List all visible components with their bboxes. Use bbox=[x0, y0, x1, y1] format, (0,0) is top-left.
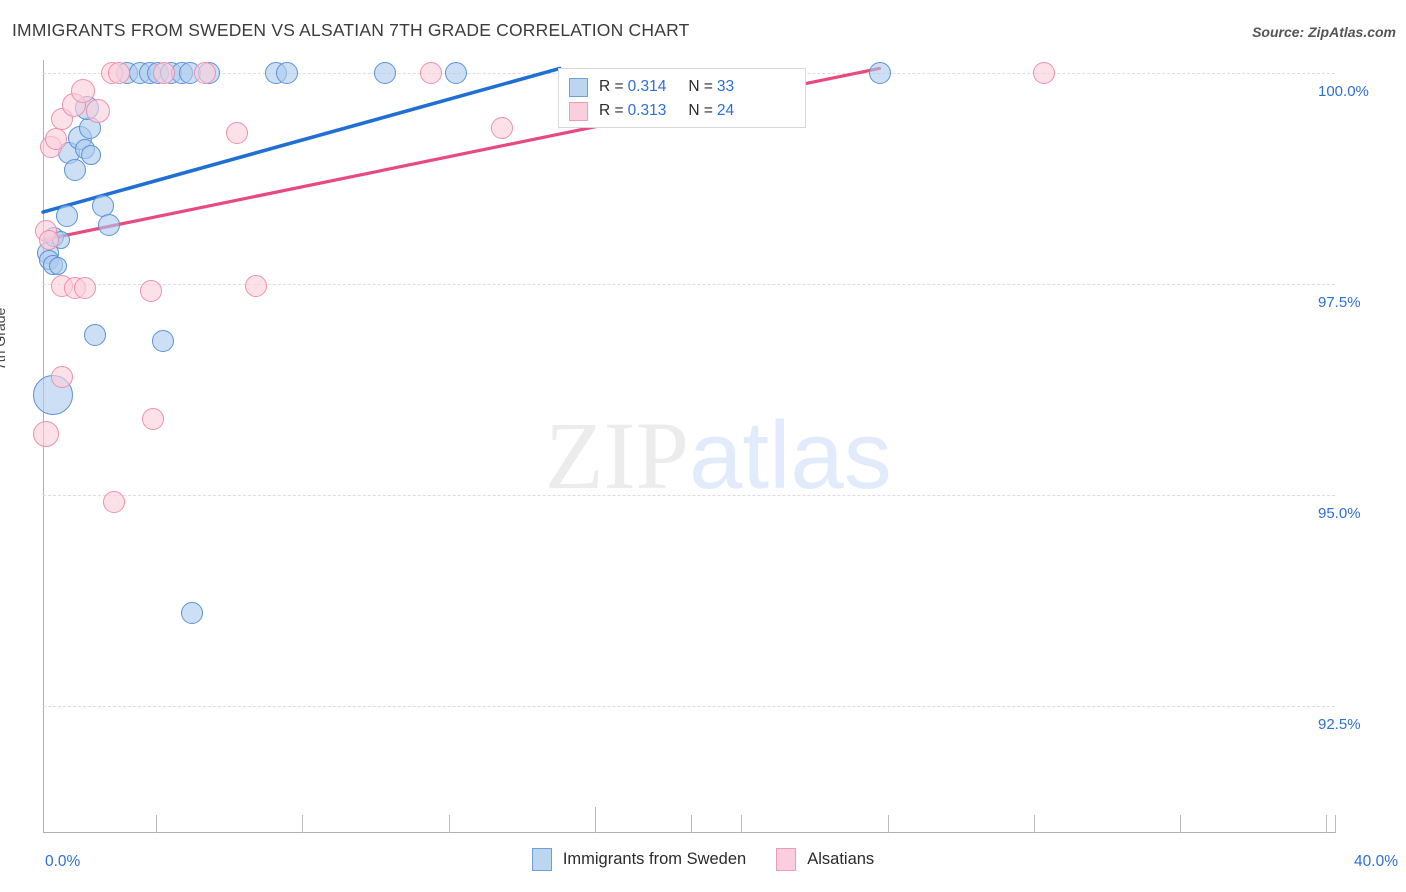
scatter-point[interactable] bbox=[419, 61, 442, 84]
legend-item-sweden[interactable]: Immigrants from Sweden bbox=[531, 848, 747, 871]
scatter-point[interactable] bbox=[225, 122, 248, 145]
scatter-point[interactable] bbox=[445, 61, 468, 84]
legend-swatch-alsatians bbox=[776, 848, 797, 871]
page-title: IMMIGRANTS FROM SWEDEN VS ALSATIAN 7TH G… bbox=[12, 20, 690, 40]
scatter-point[interactable] bbox=[140, 279, 163, 302]
x-axis-tick bbox=[741, 815, 742, 833]
gridline bbox=[43, 706, 1335, 708]
scatter-point[interactable] bbox=[83, 323, 106, 346]
scatter-point[interactable] bbox=[33, 421, 60, 448]
x-axis-tick bbox=[1180, 815, 1181, 833]
stats-n-value-sweden: 33 bbox=[716, 78, 735, 95]
scatter-point[interactable] bbox=[85, 98, 110, 123]
x-axis-tick bbox=[156, 815, 157, 833]
x-axis-tick bbox=[1326, 815, 1327, 833]
gridline bbox=[43, 283, 1335, 285]
scatter-point[interactable] bbox=[51, 365, 74, 388]
scatter-point[interactable] bbox=[374, 61, 397, 84]
scatter-point[interactable] bbox=[490, 116, 513, 139]
trend-line bbox=[41, 66, 562, 214]
series-legend: Immigrants from Sweden Alsatians bbox=[0, 848, 1406, 871]
x-axis-line bbox=[43, 832, 1335, 833]
x-axis-max-label: 40.0% bbox=[1354, 853, 1398, 870]
x-axis-min-label: 0.0% bbox=[45, 853, 81, 870]
scatter-point[interactable] bbox=[64, 158, 87, 181]
legend-swatch-sweden bbox=[531, 848, 552, 871]
scatter-point[interactable] bbox=[153, 61, 176, 84]
scatter-point[interactable] bbox=[107, 61, 130, 84]
scatter-point[interactable] bbox=[73, 277, 96, 300]
scatter-point[interactable] bbox=[71, 79, 96, 104]
scatter-point[interactable] bbox=[868, 61, 891, 84]
scatter-point[interactable] bbox=[81, 145, 102, 166]
scatter-point[interactable] bbox=[151, 330, 174, 353]
x-axis-tick bbox=[302, 815, 303, 833]
gridline bbox=[43, 495, 1335, 497]
stats-row-pink: R = 0.313 N = 24 bbox=[569, 99, 795, 123]
x-axis-tick bbox=[1335, 815, 1336, 833]
legend-label-alsatians: Alsatians bbox=[807, 850, 875, 868]
stats-swatch-sweden bbox=[569, 77, 588, 97]
scatter-point[interactable] bbox=[193, 61, 216, 84]
stats-n-label-sweden: N = bbox=[688, 78, 713, 95]
y-axis-tick-label: 97.5% bbox=[1318, 293, 1361, 311]
stats-r-label-alsatians: R = bbox=[599, 102, 624, 119]
stats-swatch-alsatians bbox=[569, 101, 588, 121]
legend-label-sweden: Immigrants from Sweden bbox=[562, 850, 747, 868]
stats-n-label-alsatians: N = bbox=[688, 102, 713, 119]
x-axis-tick bbox=[449, 815, 450, 833]
scatter-point[interactable] bbox=[141, 408, 164, 431]
scatter-point[interactable] bbox=[38, 229, 59, 250]
stats-r-value-alsatians: 0.313 bbox=[627, 102, 667, 119]
x-axis-tick bbox=[888, 815, 889, 833]
stats-r-value-sweden: 0.314 bbox=[627, 78, 667, 95]
scatter-point[interactable] bbox=[48, 257, 67, 276]
x-axis-tick bbox=[595, 807, 596, 833]
x-axis-tick bbox=[1034, 815, 1035, 833]
x-axis-tick bbox=[691, 815, 692, 833]
y-axis-tick-label: 92.5% bbox=[1318, 716, 1361, 734]
correlation-stats-box: R = 0.314 N = 33 R = 0.313 N = 24 bbox=[558, 68, 806, 128]
source-attribution: Source: ZipAtlas.com bbox=[1252, 24, 1396, 40]
legend-item-alsatians[interactable]: Alsatians bbox=[776, 848, 874, 871]
stats-r-label-sweden: R = bbox=[599, 78, 624, 95]
scatter-point[interactable] bbox=[275, 61, 298, 84]
scatter-point[interactable] bbox=[98, 213, 121, 236]
scatter-point[interactable] bbox=[103, 490, 126, 513]
scatter-point[interactable] bbox=[1033, 61, 1056, 84]
y-axis-title: 7th Grade bbox=[0, 307, 8, 370]
scatter-plot-area bbox=[32, 60, 1336, 833]
y-axis-tick-label: 95.0% bbox=[1318, 505, 1361, 523]
scatter-point[interactable] bbox=[56, 205, 79, 228]
scatter-point[interactable] bbox=[245, 274, 268, 297]
stats-n-value-alsatians: 24 bbox=[716, 102, 735, 119]
scatter-point[interactable] bbox=[180, 602, 203, 625]
scatter-point[interactable] bbox=[44, 127, 67, 150]
trend-lines bbox=[41, 66, 882, 242]
y-axis-tick-label: 100.0% bbox=[1318, 82, 1369, 100]
stats-row-blue: R = 0.314 N = 33 bbox=[569, 75, 795, 99]
